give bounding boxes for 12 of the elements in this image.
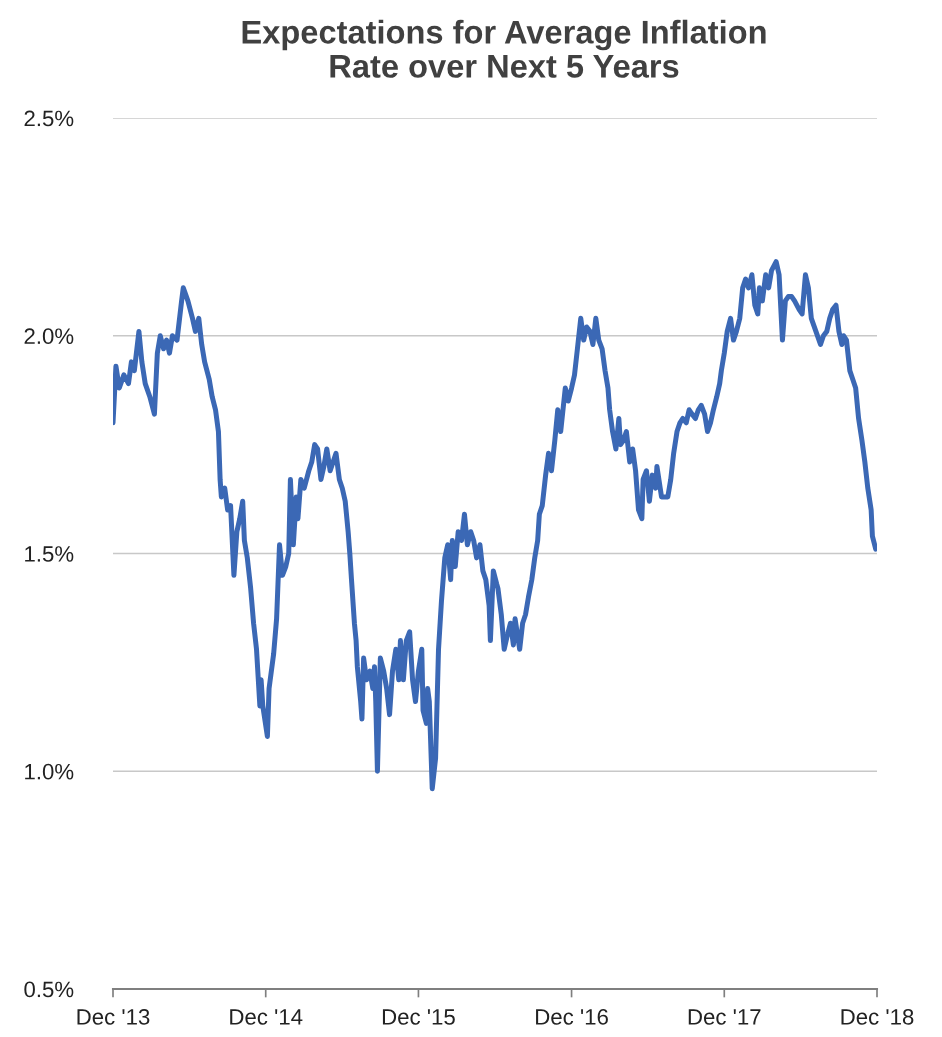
x-tick-label: Dec '15 (382, 1009, 455, 1025)
x-tick-label: Dec '18 (841, 1009, 914, 1025)
y-tick-label: 2.0% (24, 328, 74, 345)
y-tick-label: 1.0% (25, 763, 74, 780)
x-tick-label: Dec '17 (688, 1009, 761, 1025)
x-tick-label: Dec '13 (77, 1009, 150, 1025)
x-tick-label: Dec '14 (230, 1009, 303, 1025)
chart-title: Expectations for Average Inflation Rate over Next 5 Years (242, 19, 766, 78)
y-tick-label: 2.5% (24, 110, 74, 127)
y-tick-label: 1.5% (25, 546, 74, 562)
y-tick-label: 0.5% (24, 981, 74, 998)
x-tick-label: Dec '16 (536, 1009, 608, 1025)
